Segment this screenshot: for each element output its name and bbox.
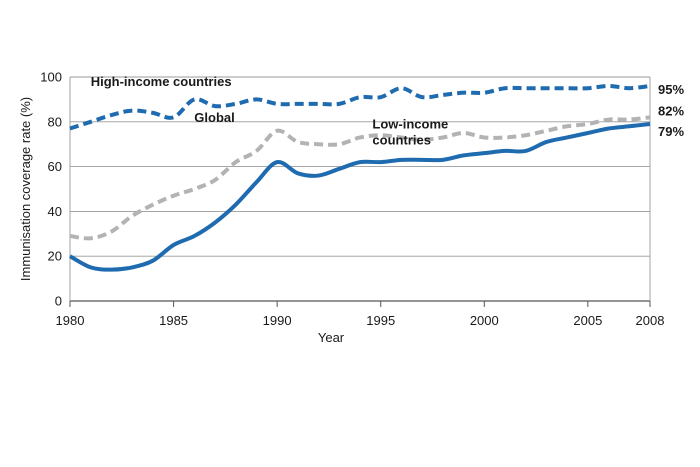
series-labels: High-income countries Global Low-income cou…	[91, 74, 685, 148]
y-tick-40: 40	[48, 204, 62, 219]
series-line-low-income-countries	[69, 122, 651, 272]
y-tick-100: 100	[40, 70, 62, 85]
y-axis-label: Immunisation coverage rate (%)	[18, 97, 33, 281]
y-tick-60: 60	[48, 159, 62, 174]
x-tick-2005: 2005	[573, 313, 602, 328]
x-tick-2008: 2008	[636, 313, 665, 328]
end-value-global: 82%	[658, 103, 684, 118]
x-tick-1990: 1990	[263, 313, 292, 328]
end-value-low-income-countries: 79%	[658, 124, 684, 139]
gridlines	[69, 76, 651, 302]
series-name-high-income-countries: High-income countries	[91, 74, 232, 89]
y-axis-ticks: 0 20 40 60 80 100	[40, 70, 62, 309]
x-tick-1995: 1995	[366, 313, 395, 328]
end-value-high-income-countries: 95%	[658, 82, 684, 97]
x-tick-1985: 1985	[159, 313, 188, 328]
series-lines	[69, 83, 651, 272]
series-line-global	[69, 115, 651, 241]
x-tick-2000: 2000	[470, 313, 499, 328]
x-tick-1980: 1980	[56, 313, 85, 328]
y-tick-80: 80	[48, 114, 62, 129]
series-name-global: Global	[194, 110, 234, 125]
y-tick-20: 20	[48, 249, 62, 264]
series-name-low-income-countries: Low-income countries	[372, 117, 448, 148]
x-axis-ticks: 1980 1985 1990 1995 2000 2005 2008	[56, 301, 665, 328]
y-tick-0: 0	[55, 294, 62, 309]
series-line-high-income-countries	[69, 83, 651, 131]
x-axis-label: Year	[318, 330, 345, 345]
